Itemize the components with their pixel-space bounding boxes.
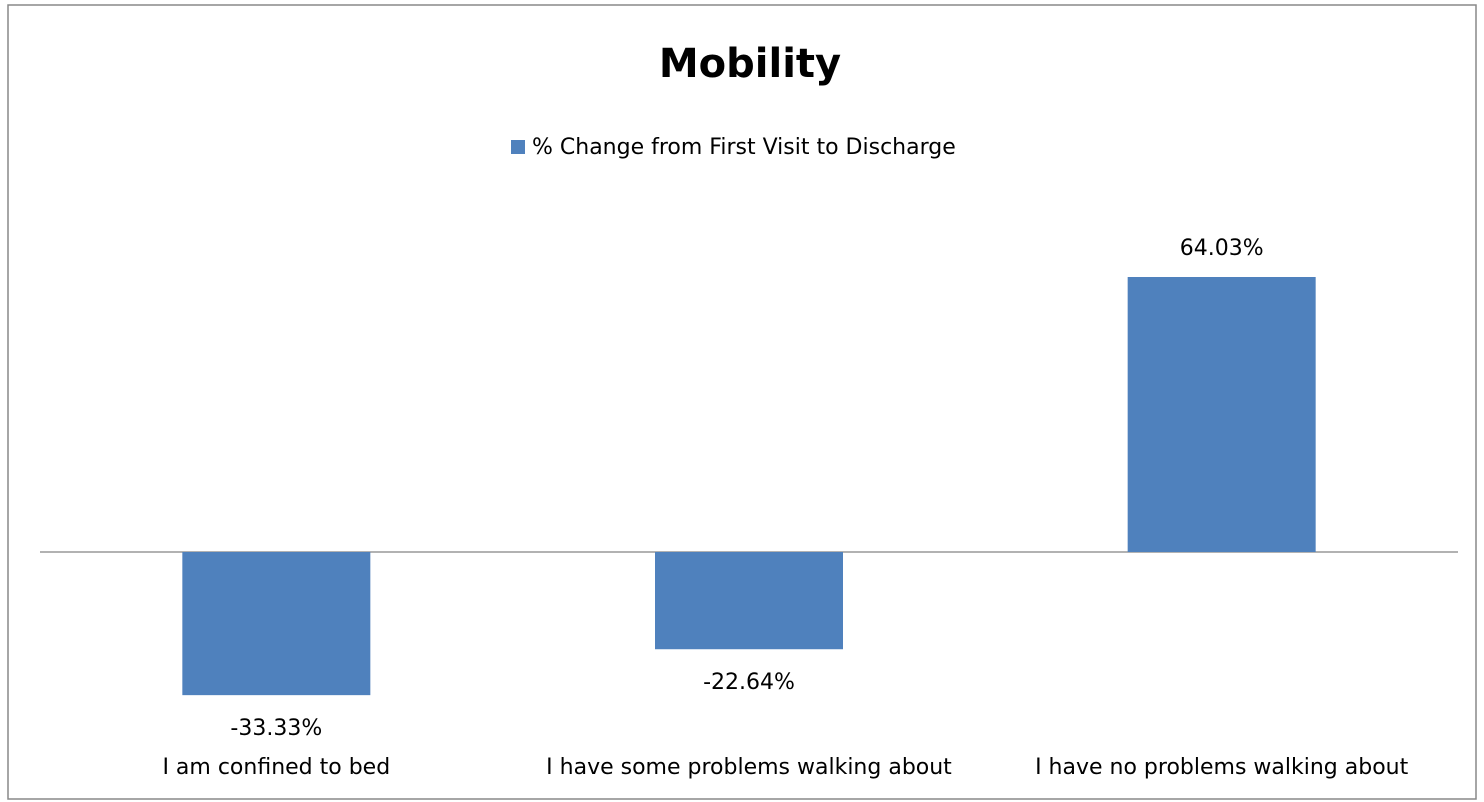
bar — [182, 552, 371, 696]
x-tick-label: I have some problems walking about — [546, 755, 952, 780]
legend-swatch — [511, 140, 525, 154]
value-label: 64.03% — [1180, 236, 1264, 261]
x-tick-label: I am confined to bed — [162, 755, 390, 780]
bar — [655, 552, 843, 650]
value-label: -22.64% — [703, 670, 795, 695]
value-label: -33.33% — [230, 716, 322, 741]
chart-title: Mobility — [659, 41, 841, 87]
x-tick-label: I have no problems walking about — [1035, 755, 1409, 780]
legend-label: % Change from First Visit to Discharge — [532, 135, 956, 160]
bar — [1127, 277, 1316, 552]
